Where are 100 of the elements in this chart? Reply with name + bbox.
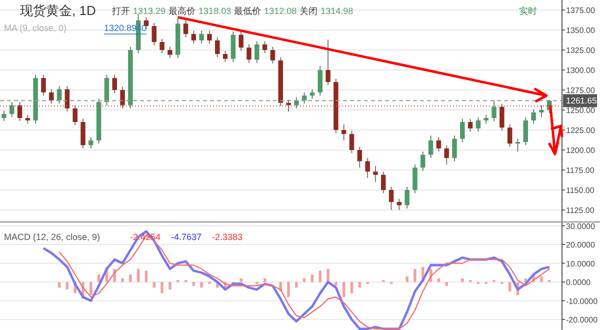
annotation: 1313.29: [133, 6, 166, 16]
bar: [461, 278, 464, 282]
bar: [287, 282, 290, 297]
annotation: 实时: [519, 6, 537, 16]
bar: [445, 282, 448, 286]
annotation: 关闭: [300, 6, 318, 16]
annotation: 最低价: [234, 6, 262, 16]
candlestick: [207, 30, 212, 44]
bar: [334, 282, 338, 286]
candlestick: [515, 138, 520, 152]
candlestick: [9, 102, 14, 118]
y-tick-label: 30.0000: [566, 222, 596, 231]
annotation: -4.7637: [171, 232, 202, 242]
candlestick: [444, 144, 449, 165]
bar: [136, 268, 140, 282]
candlestick: [531, 108, 536, 124]
annotation: MA (9, close, 0): [4, 23, 67, 33]
candlestick: [318, 66, 322, 96]
candlestick: [222, 50, 228, 62]
chart-title: 现货黄金, 1D: [20, 3, 96, 18]
candlestick: [168, 46, 172, 58]
candlestick: [539, 104, 544, 118]
candlestick: [41, 74, 46, 96]
bar: [200, 282, 203, 288]
bar: [240, 278, 242, 282]
y-tick-label: 1175.00: [566, 166, 595, 175]
candlestick: [215, 36, 220, 58]
bar: [168, 282, 172, 290]
candlestick: [452, 135, 457, 162]
candlestick: [460, 118, 465, 142]
y-tick-label: 1150.00: [566, 186, 595, 195]
bar: [414, 268, 416, 282]
bar: [295, 282, 298, 288]
bar: [121, 278, 124, 282]
annotation: 最高价: [168, 6, 196, 16]
candlestick: [152, 22, 157, 46]
annotation: 打开: [111, 6, 130, 16]
candlestick: [507, 124, 512, 148]
candlestick: [326, 39, 330, 86]
y-tick-label: 10.0000: [566, 259, 596, 268]
candlestick: [373, 166, 378, 182]
candlestick: [476, 116, 481, 132]
candlestick: [365, 158, 370, 178]
y-tick-label: -20.0000: [566, 316, 598, 324]
candlestick: [238, 31, 244, 52]
candlestick: [183, 20, 188, 38]
y-tick-label: 20.0000: [566, 240, 596, 250]
candlestick: [500, 103, 504, 132]
ref-line-label: 1261.65: [566, 96, 597, 106]
candlestick: [2, 110, 6, 122]
bar: [326, 268, 330, 282]
candlestick: [120, 86, 125, 109]
bar: [66, 282, 69, 290]
candlestick: [428, 135, 434, 158]
y-tick-label: 1375.00: [566, 6, 596, 15]
candlestick: [380, 171, 386, 194]
candlestick: [357, 146, 362, 168]
y-tick-label: 1350.00: [566, 26, 596, 35]
candlestick: [230, 31, 236, 62]
y-tick-label: 1125.00: [566, 206, 595, 215]
candlestick: [88, 136, 94, 149]
y-tick-label: 1225.00: [566, 126, 596, 135]
candlestick: [294, 96, 299, 109]
bar: [350, 282, 354, 294]
candlestick: [56, 86, 62, 104]
text: MACD (12, 26, close, 9): [4, 232, 100, 242]
candlestick: [191, 30, 196, 44]
bar: [192, 282, 196, 286]
candlestick: [160, 38, 164, 54]
candlestick: [112, 74, 117, 94]
y-tick-label: 1325.00: [566, 46, 596, 55]
y-tick-label: 1300.00: [566, 66, 596, 75]
candlestick: [341, 124, 346, 141]
y-tick-label: 1200.00: [566, 146, 596, 155]
y-tick-label: 1275.00: [566, 86, 596, 95]
y-tick-label: 1250.00: [566, 106, 596, 115]
candlestick: [64, 86, 70, 112]
bar: [406, 276, 408, 282]
annotation: 1312.08: [264, 6, 297, 16]
bar: [342, 282, 346, 297]
annotation: 1318.03: [198, 6, 232, 16]
bar: [310, 274, 314, 282]
candlestick: [17, 102, 22, 122]
y-tick-label: -10.0000: [566, 296, 598, 306]
candlestick: [246, 44, 252, 64]
candlestick: [412, 164, 418, 194]
bar: [160, 282, 164, 294]
bar: [129, 274, 132, 282]
candlestick: [262, 40, 268, 54]
candlestick: [199, 30, 204, 44]
candlestick: [404, 186, 410, 209]
y-tick-label: 0.0000: [566, 278, 592, 287]
candlestick: [302, 92, 307, 104]
candlestick: [420, 151, 426, 172]
bar: [540, 276, 543, 282]
candlestick: [72, 104, 78, 126]
candlestick: [80, 118, 86, 149]
bar: [90, 282, 92, 296]
bar: [318, 270, 322, 282]
bar: [508, 282, 512, 292]
